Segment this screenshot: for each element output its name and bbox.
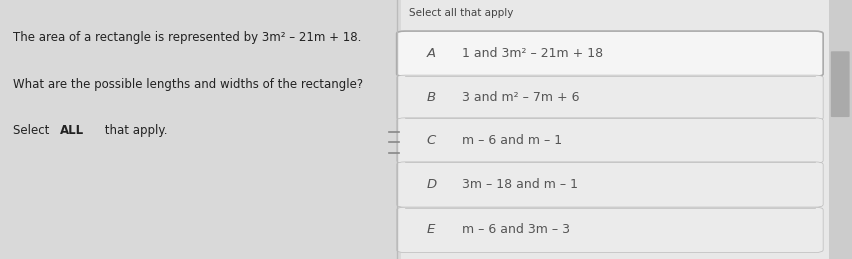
Text: 3m – 18 and m – 1: 3m – 18 and m – 1 [462, 178, 578, 191]
Text: C: C [426, 134, 435, 147]
FancyBboxPatch shape [396, 75, 822, 120]
Text: E: E [426, 223, 435, 236]
Text: Select: Select [13, 124, 53, 137]
Text: ALL: ALL [60, 124, 83, 137]
FancyBboxPatch shape [400, 0, 852, 259]
FancyBboxPatch shape [828, 0, 852, 259]
Text: Select all that apply: Select all that apply [409, 8, 513, 18]
Text: 1 and 3m² – 21m + 18: 1 and 3m² – 21m + 18 [462, 47, 602, 60]
Text: What are the possible lengths and widths of the rectangle?: What are the possible lengths and widths… [13, 78, 362, 91]
FancyBboxPatch shape [0, 0, 392, 259]
Text: The area of a rectangle is represented by 3m² – 21m + 18.: The area of a rectangle is represented b… [13, 31, 360, 44]
FancyBboxPatch shape [396, 207, 822, 253]
FancyBboxPatch shape [396, 31, 822, 76]
Text: D: D [426, 178, 436, 191]
Text: 3 and m² – 7m + 6: 3 and m² – 7m + 6 [462, 91, 579, 104]
Text: m – 6 and m – 1: m – 6 and m – 1 [462, 134, 561, 147]
Text: A: A [426, 47, 435, 60]
Text: that apply.: that apply. [101, 124, 167, 137]
FancyBboxPatch shape [830, 51, 849, 117]
Text: B: B [426, 91, 435, 104]
FancyBboxPatch shape [396, 162, 822, 207]
FancyBboxPatch shape [396, 118, 822, 163]
Text: m – 6 and 3m – 3: m – 6 and 3m – 3 [462, 223, 570, 236]
